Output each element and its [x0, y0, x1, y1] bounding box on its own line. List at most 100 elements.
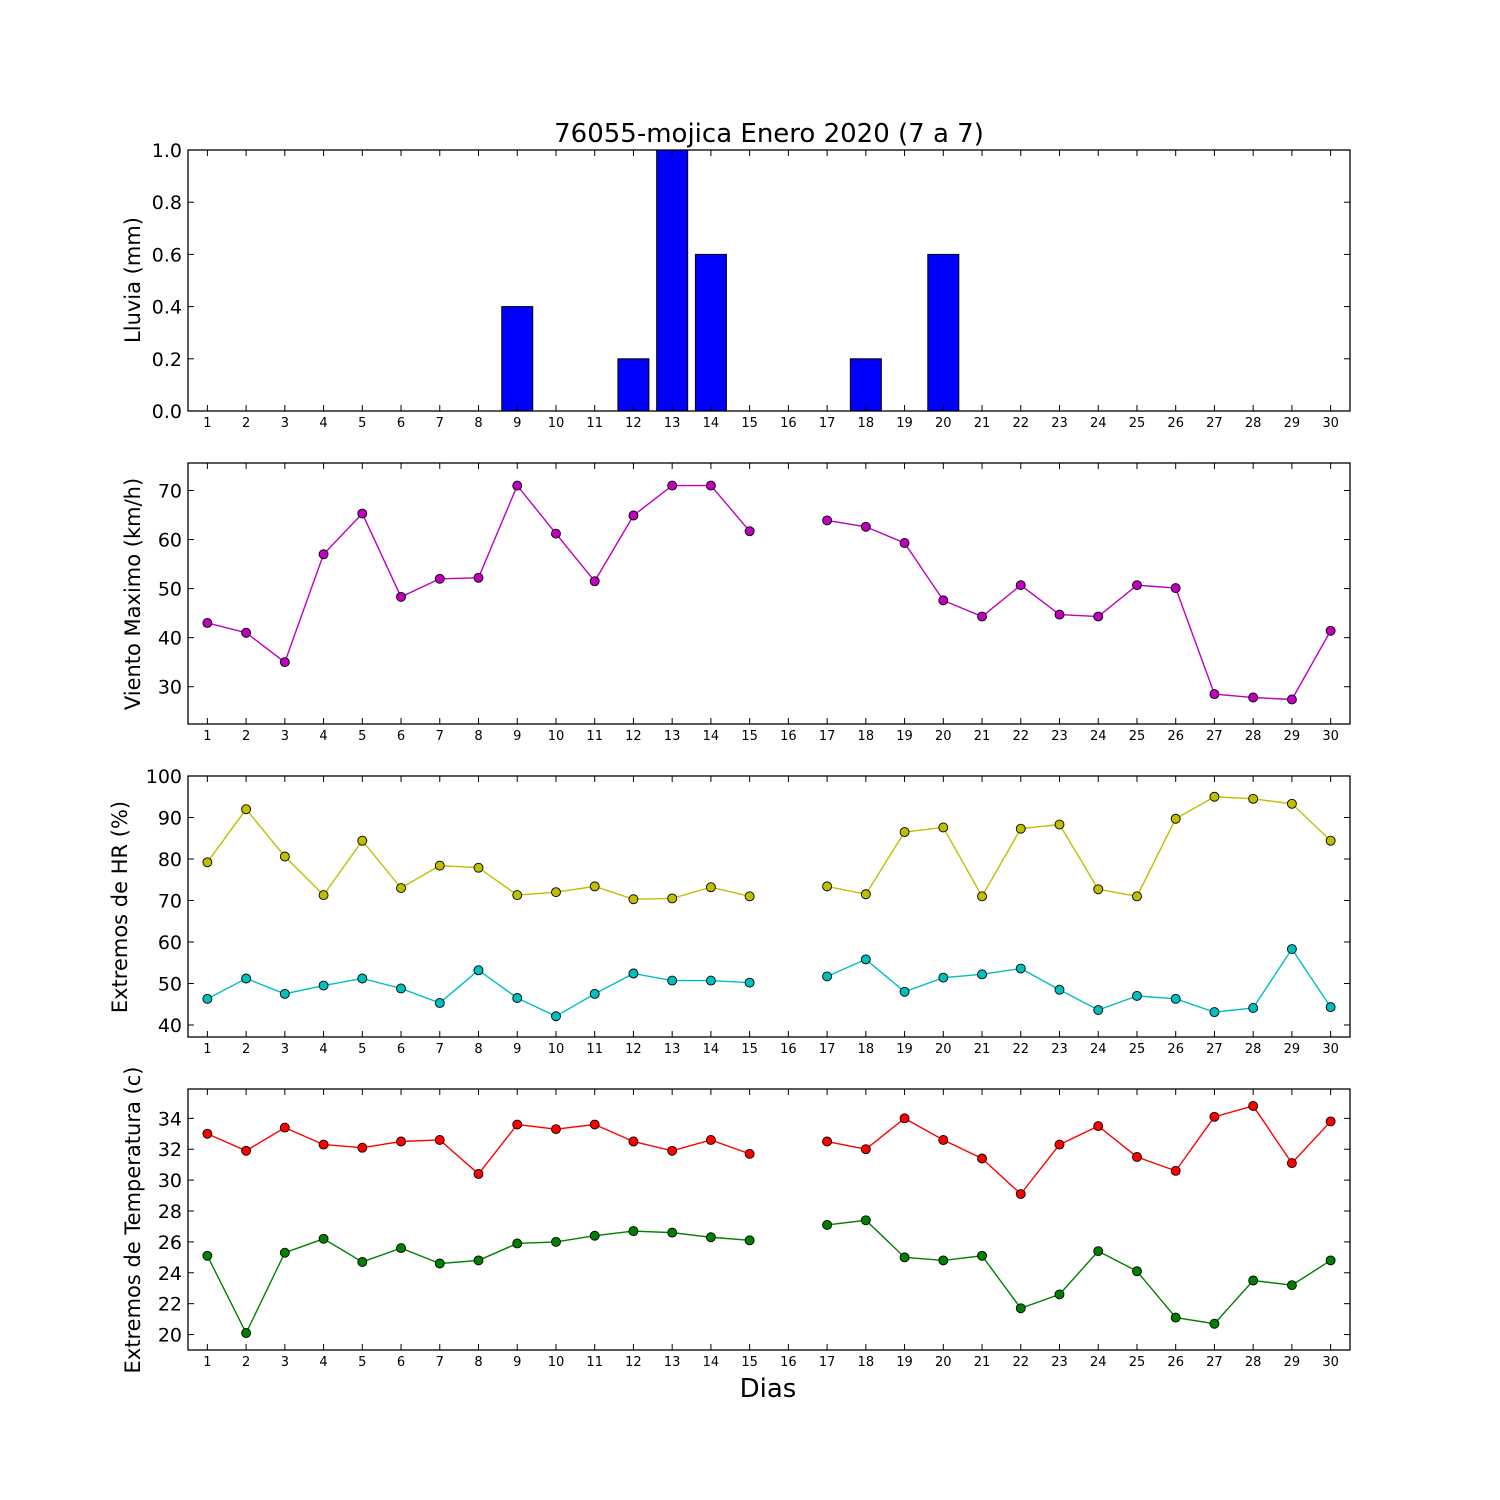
data-point	[744, 977, 755, 988]
data-point	[396, 591, 406, 602]
x-tick-label: 26	[1167, 729, 1184, 744]
y-tick-label: 30	[158, 677, 182, 699]
data-point	[667, 975, 678, 986]
data-point	[1325, 835, 1336, 846]
chart-title: 76055-mojica Enero 2020 (7 a 7)	[554, 119, 984, 149]
x-tick-label: 20	[935, 416, 952, 431]
x-tick-label: 28	[1245, 416, 1262, 431]
data-point	[512, 480, 523, 491]
data-point	[1054, 1289, 1065, 1300]
x-tick-label: 27	[1206, 416, 1223, 431]
data-point	[551, 887, 561, 898]
x-tick-label: 18	[858, 416, 875, 431]
x-tick-label: 2	[242, 729, 250, 744]
data-point	[1170, 993, 1181, 1004]
data-point	[1093, 1005, 1104, 1015]
hr-ylabel: Extremos de HR (%)	[108, 801, 132, 1013]
data-point	[938, 1255, 949, 1266]
data-point	[1132, 1266, 1142, 1277]
data-point	[667, 1145, 678, 1156]
data-point	[899, 1252, 910, 1263]
data-point	[899, 1113, 910, 1124]
x-tick-label: 23	[1051, 1355, 1068, 1370]
hr-axes: 1 2 3 4 5 6 7 8 9 10 11 12 13 14 15 16 17 18 19 20 21 22 23 24 2…	[146, 766, 1350, 1057]
x-tick-label: 28	[1245, 1355, 1262, 1370]
series-line	[826, 1105, 1332, 1196]
x-tick-label: 1	[203, 1355, 211, 1370]
bar	[694, 253, 727, 412]
data-point	[1209, 1111, 1220, 1122]
x-tick-label: 25	[1129, 1355, 1146, 1370]
data-point	[318, 1139, 329, 1150]
data-point	[434, 1258, 445, 1269]
hr-lines	[202, 791, 1336, 1022]
data-point	[241, 804, 252, 815]
x-tick-label: 1	[203, 416, 211, 431]
x-tick-label: 19	[896, 1042, 913, 1057]
x-tick-label: 21	[974, 729, 991, 744]
data-point	[1286, 1158, 1297, 1169]
data-point	[589, 1119, 600, 1130]
data-point	[860, 954, 871, 965]
x-tick-label: 19	[896, 1355, 913, 1370]
data-point	[589, 1230, 600, 1241]
x-tick-label: 7	[436, 416, 444, 431]
data-point	[279, 988, 290, 999]
x-tick-label: 23	[1051, 416, 1068, 431]
data-point	[357, 1257, 368, 1267]
panel-lluvia: 1 2 3 4 5 6 7 8 9 10 11 12 13 14 15 16 17 18 19 20 21 22 23 24 2…	[121, 140, 1351, 431]
data-point	[473, 965, 484, 976]
data-point	[822, 1136, 833, 1147]
data-point	[1209, 1007, 1220, 1018]
x-tick-label: 10	[548, 1355, 565, 1370]
x-tick-label: 12	[625, 1042, 642, 1057]
data-point	[1093, 611, 1104, 622]
y-tick-label: 50	[158, 973, 182, 995]
x-tick-label: 24	[1090, 416, 1107, 431]
x-tick-label: 4	[319, 1355, 327, 1370]
y-tick-label: 34	[158, 1108, 182, 1130]
data-point	[1248, 1101, 1259, 1111]
x-tick-label: 10	[548, 729, 565, 744]
y-tick-label: 0.8	[152, 192, 182, 214]
x-tick-label: 16	[780, 1042, 797, 1057]
viento-lines	[202, 480, 1336, 705]
data-point	[279, 851, 290, 862]
x-tick-label: 22	[1012, 416, 1029, 431]
data-point	[473, 1255, 484, 1266]
data-point	[899, 538, 910, 548]
data-point	[241, 973, 252, 984]
viento-ylabel: Viento Maximo (km/h)	[121, 478, 145, 710]
x-tick-label: 29	[1284, 1355, 1301, 1370]
data-point	[744, 1235, 755, 1246]
data-point	[1054, 819, 1065, 830]
data-point	[1286, 944, 1297, 954]
data-point	[822, 1219, 833, 1230]
data-point	[473, 862, 484, 873]
x-tick-label: 17	[819, 1042, 836, 1057]
x-tick-label: 28	[1245, 729, 1262, 744]
data-point	[1286, 1280, 1297, 1291]
data-point	[899, 986, 910, 997]
x-tick-label: 21	[974, 416, 991, 431]
x-tick-label: 4	[319, 416, 327, 431]
x-tick-label: 1	[203, 1042, 211, 1057]
x-tick-label: 11	[586, 416, 603, 431]
data-point	[202, 617, 213, 628]
data-point	[1325, 625, 1336, 636]
x-tick-label: 24	[1090, 1042, 1107, 1057]
x-tick-label: 27	[1206, 1355, 1223, 1370]
data-point	[202, 1128, 213, 1139]
data-point	[589, 576, 600, 587]
data-point	[318, 890, 329, 901]
data-point	[1170, 583, 1181, 594]
x-tick-label: 14	[703, 416, 720, 431]
data-point	[1093, 1121, 1104, 1132]
x-tick-label: 19	[896, 416, 913, 431]
data-point	[977, 1153, 987, 1164]
data-point	[357, 1142, 368, 1153]
x-tick-label: 19	[896, 729, 913, 744]
data-point	[434, 860, 445, 871]
data-point	[396, 1136, 406, 1147]
data-point	[1248, 692, 1259, 703]
